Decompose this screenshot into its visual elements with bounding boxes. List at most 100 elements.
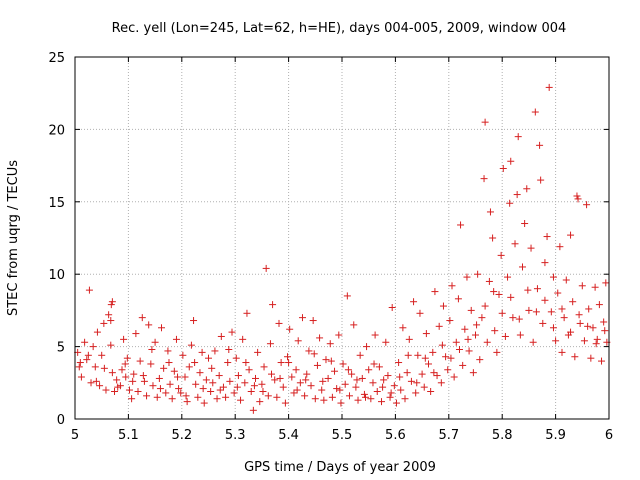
data-point — [343, 292, 351, 300]
data-point — [521, 220, 529, 228]
data-point — [554, 289, 562, 297]
data-point — [491, 327, 499, 335]
data-point — [387, 389, 395, 397]
data-point — [172, 335, 180, 343]
data-point — [269, 301, 277, 309]
data-point — [433, 372, 441, 380]
data-point — [271, 376, 279, 384]
data-point — [595, 301, 603, 309]
data-point — [575, 311, 583, 319]
data-point — [457, 221, 465, 229]
data-point — [148, 345, 156, 353]
data-point — [336, 386, 344, 394]
data-point — [478, 314, 486, 322]
data-point — [379, 383, 387, 391]
data-point — [337, 399, 345, 407]
data-point — [552, 337, 560, 345]
data-point — [108, 369, 116, 377]
data-point — [345, 392, 353, 400]
data-point — [100, 319, 108, 327]
data-point — [251, 374, 259, 382]
data-point — [473, 321, 481, 329]
data-point — [431, 288, 439, 296]
data-point — [211, 347, 219, 355]
data-point — [81, 338, 89, 346]
data-point — [96, 382, 104, 390]
x-tick-label: 5.2 — [171, 428, 192, 443]
data-point — [444, 366, 452, 374]
data-point — [328, 393, 336, 401]
data-point — [454, 295, 462, 303]
data-point — [518, 263, 526, 271]
data-point — [435, 322, 443, 330]
data-point — [395, 359, 403, 367]
data-point — [237, 396, 245, 404]
data-point — [100, 364, 108, 372]
data-point — [545, 83, 553, 91]
data-point — [483, 338, 491, 346]
data-point — [217, 332, 225, 340]
data-point — [281, 399, 289, 407]
data-point — [504, 273, 512, 281]
data-point — [511, 240, 519, 248]
data-point — [228, 328, 236, 336]
data-point — [305, 347, 313, 355]
x-tick-label: 5.4 — [278, 428, 299, 443]
data-point — [160, 364, 168, 372]
data-point — [224, 359, 232, 367]
data-point — [268, 370, 276, 378]
data-point — [102, 386, 110, 394]
data-point — [397, 386, 405, 394]
data-point — [533, 285, 541, 293]
data-point — [285, 359, 293, 367]
data-point — [105, 311, 113, 319]
data-point — [573, 192, 581, 200]
data-point — [560, 314, 568, 322]
data-point — [310, 350, 318, 358]
data-point — [585, 305, 593, 313]
data-point — [410, 298, 418, 306]
data-point — [509, 314, 517, 322]
data-point — [474, 270, 482, 278]
data-point — [149, 382, 157, 390]
data-point — [245, 366, 253, 374]
data-point — [192, 380, 200, 388]
data-point — [367, 395, 375, 403]
data-point — [464, 335, 472, 343]
data-point — [469, 369, 477, 377]
data-point — [418, 370, 426, 378]
data-point — [547, 308, 555, 316]
data-point — [438, 341, 446, 349]
data-point — [85, 286, 93, 294]
data-point — [260, 363, 268, 371]
data-point — [335, 331, 343, 339]
data-point — [93, 328, 101, 336]
data-point — [179, 351, 187, 359]
data-point — [350, 321, 358, 329]
data-point — [493, 348, 501, 356]
data-point — [486, 208, 494, 216]
data-point — [215, 372, 223, 380]
data-point — [403, 369, 411, 377]
data-point — [177, 389, 185, 397]
data-point — [498, 309, 506, 317]
data-point — [481, 302, 489, 310]
grid-lines — [75, 57, 609, 419]
data-point — [191, 359, 199, 367]
data-point — [311, 395, 319, 403]
data-point — [107, 317, 115, 325]
data-point — [89, 343, 97, 351]
data-point — [558, 348, 566, 356]
data-point — [262, 264, 270, 272]
data-point — [583, 201, 591, 209]
data-point — [225, 345, 233, 353]
data-point — [600, 318, 608, 326]
data-point — [239, 335, 247, 343]
data-point — [292, 366, 300, 374]
y-axis-label: STEC from uqrg / TECUs — [6, 160, 21, 316]
data-point — [437, 379, 445, 387]
data-point — [422, 330, 430, 338]
y-tick-label: 0 — [57, 413, 65, 428]
data-point — [356, 351, 364, 359]
